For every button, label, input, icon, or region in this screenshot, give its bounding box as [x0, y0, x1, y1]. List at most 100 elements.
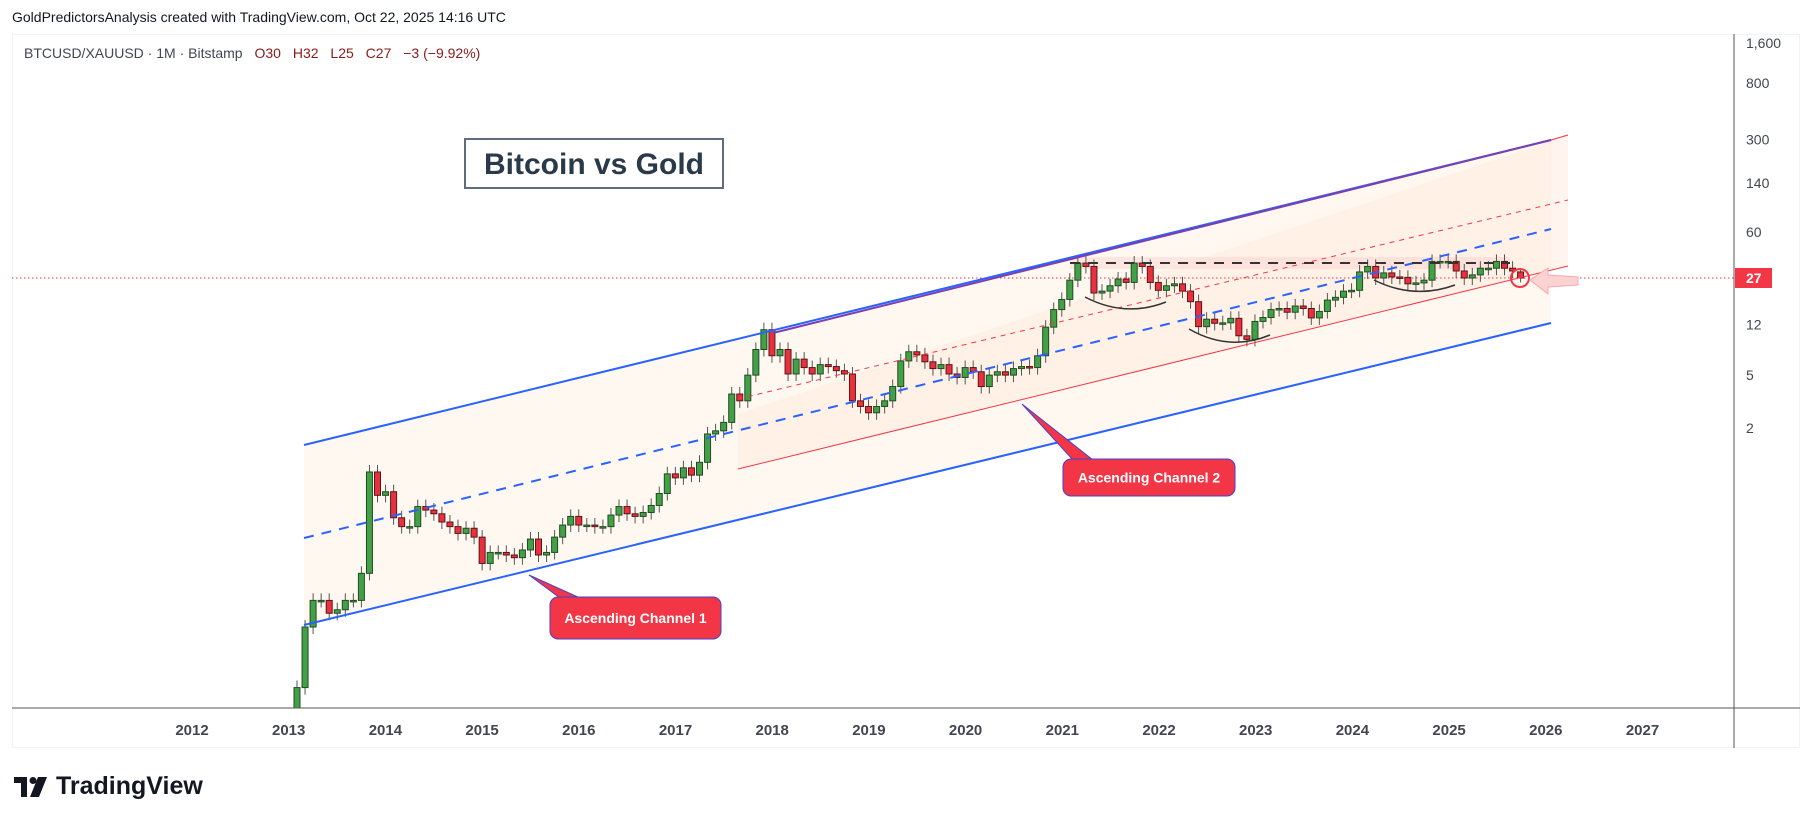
- candle[interactable]: [897, 353, 905, 394]
- candle[interactable]: [1315, 304, 1323, 325]
- candle[interactable]: [881, 393, 889, 414]
- candle[interactable]: [848, 366, 856, 408]
- candle[interactable]: [1187, 284, 1195, 309]
- candle[interactable]: [1211, 312, 1219, 331]
- candle[interactable]: [357, 566, 365, 608]
- candle[interactable]: [832, 359, 840, 378]
- candle[interactable]: [1299, 298, 1307, 316]
- candle[interactable]: [1323, 293, 1331, 319]
- candle[interactable]: [1098, 284, 1106, 301]
- candle[interactable]: [704, 426, 712, 470]
- candle[interactable]: [559, 518, 567, 545]
- candle[interactable]: [462, 521, 470, 541]
- channel-2-upper-line-overlap[interactable]: [772, 139, 1552, 334]
- candle[interactable]: [1018, 359, 1025, 376]
- price-axis[interactable]: [1735, 35, 1799, 747]
- candle[interactable]: [1009, 361, 1017, 383]
- candle[interactable]: [1492, 254, 1500, 276]
- candle[interactable]: [1307, 301, 1315, 325]
- candle[interactable]: [1058, 292, 1066, 317]
- candle[interactable]: [341, 593, 349, 617]
- candle[interactable]: [446, 514, 454, 534]
- title-box[interactable]: [464, 138, 724, 189]
- candle[interactable]: [1122, 272, 1130, 290]
- candle[interactable]: [309, 593, 317, 635]
- candle[interactable]: [1235, 311, 1243, 343]
- candle[interactable]: [1428, 254, 1436, 288]
- candle[interactable]: [647, 498, 655, 520]
- candle[interactable]: [301, 619, 309, 695]
- candle[interactable]: [1476, 261, 1484, 282]
- candle[interactable]: [913, 344, 921, 362]
- candle[interactable]: [808, 360, 816, 382]
- candle[interactable]: [325, 593, 333, 621]
- candle[interactable]: [873, 399, 881, 420]
- candle[interactable]: [470, 521, 478, 545]
- candle[interactable]: [567, 509, 575, 533]
- highlight-circle[interactable]: [1510, 268, 1530, 288]
- candle[interactable]: [1203, 312, 1211, 334]
- candle[interactable]: [406, 519, 414, 534]
- callout-ascending-channel-2[interactable]: Ascending Channel 2: [1021, 403, 1236, 497]
- candle[interactable]: [1026, 359, 1034, 375]
- candle[interactable]: [615, 499, 623, 523]
- candle[interactable]: [687, 460, 695, 483]
- candle[interactable]: [784, 342, 792, 382]
- channel-1-lower-line[interactable]: [303, 322, 1552, 626]
- candle[interactable]: [671, 466, 679, 485]
- candle[interactable]: [438, 506, 446, 530]
- candle[interactable]: [1380, 265, 1388, 286]
- candle[interactable]: [1001, 364, 1009, 383]
- candle[interactable]: [905, 344, 913, 368]
- candle[interactable]: [1412, 275, 1420, 291]
- candle[interactable]: [414, 499, 422, 534]
- candle[interactable]: [1034, 348, 1042, 375]
- candle[interactable]: [1452, 254, 1460, 279]
- candle[interactable]: [1275, 301, 1283, 317]
- candle[interactable]: [494, 545, 502, 560]
- candle[interactable]: [1227, 311, 1235, 330]
- candle[interactable]: [478, 530, 486, 571]
- channel-2-lower-line[interactable]: [737, 265, 1569, 470]
- candle[interactable]: [535, 532, 542, 563]
- candle[interactable]: [1468, 267, 1476, 286]
- candle[interactable]: [1420, 273, 1428, 290]
- candle[interactable]: [1154, 275, 1162, 298]
- candle[interactable]: [977, 364, 985, 394]
- candle[interactable]: [1106, 278, 1114, 299]
- candle[interactable]: [679, 460, 687, 485]
- candle[interactable]: [744, 368, 752, 408]
- candle[interactable]: [599, 519, 607, 534]
- candle[interactable]: [575, 509, 583, 533]
- candle[interactable]: [776, 342, 784, 363]
- candle[interactable]: [1291, 298, 1299, 320]
- candle[interactable]: [607, 508, 615, 534]
- candle[interactable]: [857, 393, 864, 414]
- candle[interactable]: [543, 545, 551, 563]
- candle[interactable]: [1259, 310, 1267, 329]
- candle[interactable]: [655, 486, 663, 513]
- candle[interactable]: [1283, 301, 1291, 320]
- candle[interactable]: [1066, 273, 1074, 307]
- undefined[interactable]: [1550, 134, 1569, 141]
- candle[interactable]: [526, 532, 534, 558]
- candle[interactable]: [623, 499, 631, 521]
- candle[interactable]: [800, 352, 808, 375]
- candle[interactable]: [1356, 264, 1364, 298]
- candle[interactable]: [1130, 256, 1138, 290]
- candle[interactable]: [824, 357, 832, 374]
- candle[interactable]: [1404, 270, 1412, 291]
- candle[interactable]: [1146, 259, 1154, 290]
- candle[interactable]: [374, 464, 381, 503]
- rounded-bottom-arc-3[interactable]: [1373, 279, 1456, 293]
- candle[interactable]: [712, 423, 720, 441]
- candle[interactable]: [1179, 276, 1186, 299]
- candle[interactable]: [865, 399, 873, 420]
- candle[interactable]: [454, 519, 462, 541]
- candle[interactable]: [696, 455, 703, 483]
- candle[interactable]: [1501, 254, 1508, 276]
- channel-1-midline[interactable]: [303, 228, 1552, 539]
- candle[interactable]: [1050, 302, 1058, 335]
- candle[interactable]: [390, 484, 398, 525]
- callout-ascending-channel-1[interactable]: Ascending Channel 1: [528, 574, 722, 640]
